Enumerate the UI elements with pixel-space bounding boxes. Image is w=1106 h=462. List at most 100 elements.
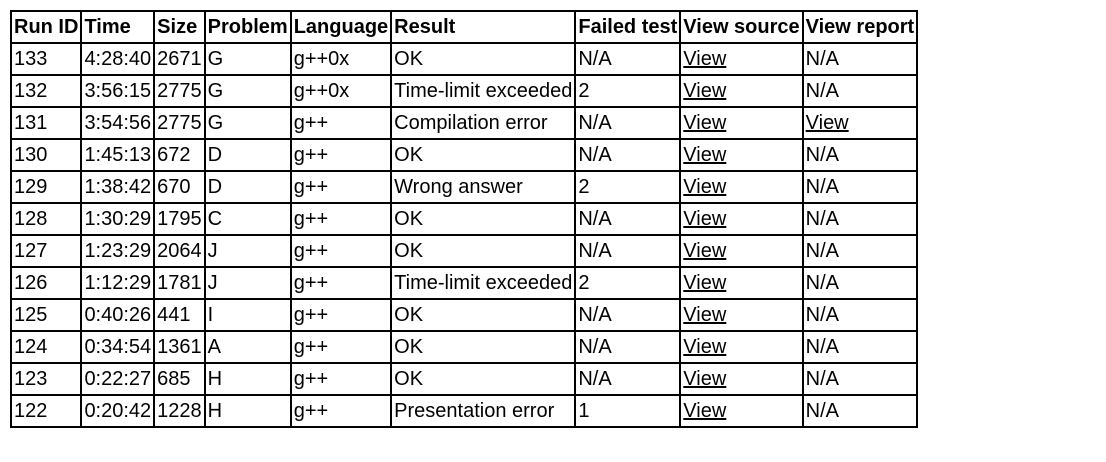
cell-failed-test: N/A bbox=[574, 202, 682, 236]
cell-problem: D bbox=[203, 138, 292, 172]
cell-run-id: 123 bbox=[9, 362, 83, 396]
cell-run-id: 133 bbox=[9, 42, 83, 76]
cell-failed-test: N/A bbox=[574, 138, 682, 172]
view-source-link[interactable]: View bbox=[683, 272, 727, 294]
cell-time: 1:30:29 bbox=[80, 202, 156, 236]
cell-language: g++ bbox=[289, 394, 393, 428]
view-source-link[interactable]: View bbox=[683, 240, 727, 262]
cell-language: g++ bbox=[289, 330, 393, 364]
cell-problem: G bbox=[203, 74, 292, 108]
cell-language: g++ bbox=[289, 106, 393, 140]
cell-view-source: View bbox=[679, 202, 804, 236]
cell-language: g++ bbox=[289, 266, 393, 300]
cell-run-id: 131 bbox=[9, 106, 83, 140]
cell-problem: J bbox=[203, 266, 292, 300]
cell-problem: A bbox=[203, 330, 292, 364]
cell-time: 0:40:26 bbox=[80, 298, 156, 332]
cell-view-report: N/A bbox=[801, 202, 919, 236]
cell-failed-test: 2 bbox=[574, 266, 682, 300]
cell-size: 2775 bbox=[153, 106, 206, 140]
cell-problem: C bbox=[203, 202, 292, 236]
cell-view-source: View bbox=[679, 394, 804, 428]
cell-run-id: 124 bbox=[9, 330, 83, 364]
header-time: Time bbox=[80, 10, 156, 44]
cell-time: 4:28:40 bbox=[80, 42, 156, 76]
header-language: Language bbox=[289, 10, 393, 44]
view-source-link[interactable]: View bbox=[683, 144, 727, 166]
cell-size: 2775 bbox=[153, 74, 206, 108]
cell-result: Time-limit exceeded bbox=[390, 266, 577, 300]
cell-time: 1:45:13 bbox=[80, 138, 156, 172]
cell-view-report: View bbox=[801, 106, 919, 140]
cell-view-source: View bbox=[679, 298, 804, 332]
cell-view-source: View bbox=[679, 106, 804, 140]
cell-language: g++ bbox=[289, 298, 393, 332]
cell-result: Wrong answer bbox=[390, 170, 577, 204]
cell-problem: D bbox=[203, 170, 292, 204]
cell-result: OK bbox=[390, 42, 577, 76]
cell-problem: H bbox=[203, 362, 292, 396]
cell-time: 1:38:42 bbox=[80, 170, 156, 204]
cell-failed-test: N/A bbox=[574, 298, 682, 332]
cell-run-id: 129 bbox=[9, 170, 83, 204]
cell-size: 2671 bbox=[153, 42, 206, 76]
cell-size: 2064 bbox=[153, 234, 206, 268]
cell-time: 0:20:42 bbox=[80, 394, 156, 428]
cell-result: OK bbox=[390, 138, 577, 172]
header-view-source: View source bbox=[679, 10, 804, 44]
cell-language: g++ bbox=[289, 234, 393, 268]
cell-view-source: View bbox=[679, 330, 804, 364]
view-source-link[interactable]: View bbox=[683, 400, 727, 422]
view-source-link[interactable]: View bbox=[683, 336, 727, 358]
cell-problem: G bbox=[203, 42, 292, 76]
cell-run-id: 130 bbox=[9, 138, 83, 172]
cell-problem: H bbox=[203, 394, 292, 428]
cell-view-source: View bbox=[679, 74, 804, 108]
view-source-link[interactable]: View bbox=[683, 48, 727, 70]
cell-view-source: View bbox=[679, 138, 804, 172]
cell-view-source: View bbox=[679, 170, 804, 204]
view-source-link[interactable]: View bbox=[683, 368, 727, 390]
cell-run-id: 125 bbox=[9, 298, 83, 332]
cell-size: 672 bbox=[153, 138, 206, 172]
header-run-id: Run ID bbox=[9, 10, 83, 44]
cell-view-report: N/A bbox=[801, 266, 919, 300]
cell-view-source: View bbox=[679, 234, 804, 268]
cell-size: 1781 bbox=[153, 266, 206, 300]
cell-size: 685 bbox=[153, 362, 206, 396]
header-failed-test: Failed test bbox=[574, 10, 682, 44]
view-source-link[interactable]: View bbox=[683, 80, 727, 102]
cell-run-id: 132 bbox=[9, 74, 83, 108]
view-source-link[interactable]: View bbox=[683, 112, 727, 134]
view-source-link[interactable]: View bbox=[683, 304, 727, 326]
view-source-link[interactable]: View bbox=[683, 208, 727, 230]
cell-failed-test: 1 bbox=[574, 394, 682, 428]
cell-view-report: N/A bbox=[801, 362, 919, 396]
view-source-link[interactable]: View bbox=[683, 176, 727, 198]
cell-view-report: N/A bbox=[801, 138, 919, 172]
cell-run-id: 122 bbox=[9, 394, 83, 428]
cell-failed-test: N/A bbox=[574, 330, 682, 364]
cell-language: g++ bbox=[289, 170, 393, 204]
cell-result: Time-limit exceeded bbox=[390, 74, 577, 108]
view-report-link[interactable]: View bbox=[805, 112, 849, 134]
cell-result: Presentation error bbox=[390, 394, 577, 428]
runs-table: Run ID Time Size Problem Language Result Faile… bbox=[9, 10, 919, 428]
cell-view-report: N/A bbox=[801, 42, 919, 76]
header-row: Run ID Time Size Problem Language Result Faile… bbox=[9, 10, 919, 44]
cell-size: 1361 bbox=[153, 330, 206, 364]
cell-language: g++ bbox=[289, 362, 393, 396]
cell-view-source: View bbox=[679, 266, 804, 300]
cell-view-report: N/A bbox=[801, 234, 919, 268]
cell-result: OK bbox=[390, 202, 577, 236]
